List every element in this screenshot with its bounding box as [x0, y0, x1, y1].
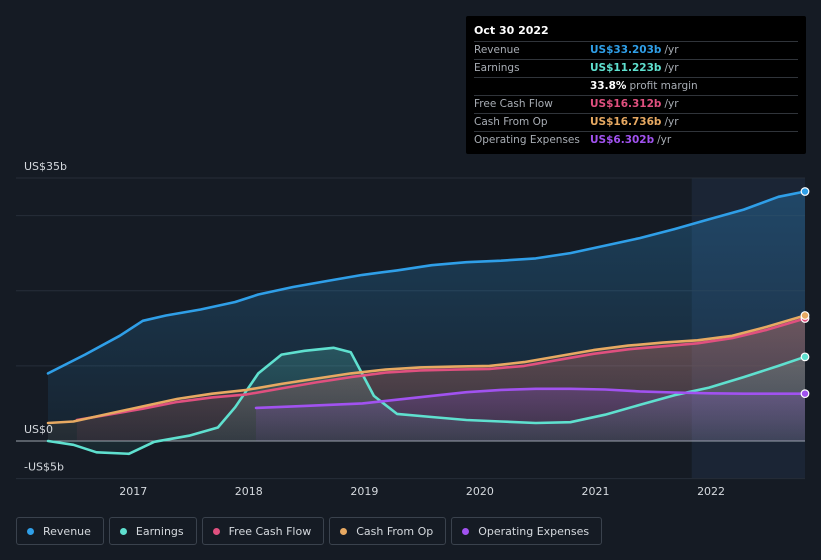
end-marker-earnings [800, 352, 810, 362]
tooltip-row-label: Operating Expenses [474, 134, 580, 146]
line-revenue [46, 190, 807, 375]
x-tick-label: 2020 [466, 485, 494, 498]
tooltip-row-label: Revenue [474, 44, 520, 56]
tooltip-row-unit: profit margin [629, 80, 698, 92]
series-lines-layer [46, 190, 807, 456]
legend-dot-icon [340, 527, 348, 535]
end-marker-operating-expenses [800, 389, 810, 399]
legend-label: Operating Expenses [478, 524, 590, 538]
legend-label: Earnings [135, 524, 184, 538]
x-tick-label: 2022 [697, 485, 725, 498]
legend-item-operating-expenses[interactable]: Operating Expenses [451, 517, 603, 545]
y-label-top: US$35b [24, 160, 67, 173]
line-earnings [46, 346, 807, 456]
tooltip-row: 33.8% profit margin [474, 77, 798, 95]
x-tick-label: 2019 [350, 485, 378, 498]
tooltip-row: Free Cash Flow US$16.312b/yr [474, 95, 798, 113]
data-tooltip: Oct 30 2022 Revenue US$33.203b/yr Earnings… [466, 16, 806, 154]
area-fills-layer [48, 191, 805, 454]
tooltip-row-value: US$33.203b [590, 44, 662, 56]
tooltip-row-unit: /yr [657, 134, 672, 146]
line-cash-from-op [46, 314, 807, 425]
tooltip-row-unit: /yr [664, 98, 679, 110]
tooltip-row: Earnings US$11.223b/yr [474, 59, 798, 77]
tooltip-row-unit: /yr [664, 62, 679, 74]
end-marker-cash-from-op [800, 311, 810, 320]
tooltip-rows: Revenue US$33.203b/yr Earnings US$11.223b/y… [474, 41, 798, 149]
legend-label: Cash From Op [356, 524, 434, 538]
tooltip-row-label: Free Cash Flow [474, 98, 553, 110]
tooltip-row-unit: /yr [664, 44, 679, 56]
legend-item-revenue[interactable]: Revenue [16, 517, 104, 545]
line-operating-expenses [254, 387, 807, 410]
chart-legend: Revenue Earnings Free Cash Flow Cash From O… [16, 517, 603, 545]
tooltip-date: Oct 30 2022 [474, 24, 549, 37]
tooltip-row-label [474, 78, 590, 95]
x-tick-label: 2021 [582, 485, 610, 498]
tooltip-row: Operating Expenses US$6.302b/yr [474, 131, 798, 149]
tooltip-row: Revenue US$33.203b/yr [474, 41, 798, 59]
end-markers-layer [800, 187, 810, 399]
legend-item-earnings[interactable]: Earnings [108, 517, 197, 545]
legend-dot-icon [27, 527, 34, 535]
legend-dot-icon [119, 527, 127, 535]
axes-layer: US$35b US$0 -US$5b 2017 2018 2019 2020 2021 2022 [24, 160, 725, 498]
tooltip-row-value: US$16.312b [590, 98, 662, 110]
y-label-zero: US$0 [24, 423, 53, 436]
legend-dot-icon [462, 527, 470, 535]
x-tick-label: 2018 [235, 485, 263, 498]
legend-label: Revenue [43, 524, 91, 538]
line-free-cash-flow [75, 317, 807, 422]
legend-dot-icon [212, 527, 220, 535]
tooltip-row-label: Earnings [474, 62, 520, 74]
y-label-bottom: -US$5b [24, 461, 64, 474]
legend-item-cash-from-op[interactable]: Cash From Op [329, 517, 447, 545]
tooltip-row-unit: /yr [664, 116, 679, 128]
tooltip-row: Cash From Op US$16.736b/yr [474, 113, 798, 131]
tooltip-row-value: 33.8% [590, 80, 627, 92]
legend-item-free-cash-flow[interactable]: Free Cash Flow [201, 517, 325, 545]
tooltip-row-value: US$11.223b [590, 62, 662, 74]
tooltip-row-value: US$6.302b [590, 134, 655, 146]
area-operating-expenses [256, 388, 805, 441]
end-marker-revenue [800, 187, 810, 196]
legend-label: Free Cash Flow [228, 524, 312, 538]
tooltip-row-value: US$16.736b [590, 116, 662, 128]
x-tick-label: 2017 [119, 485, 147, 498]
tooltip-row-label: Cash From Op [474, 116, 548, 128]
